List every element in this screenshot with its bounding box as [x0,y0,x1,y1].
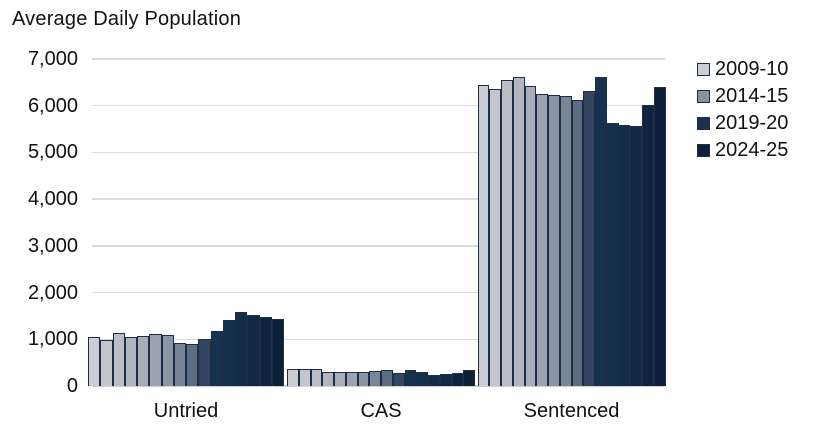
gridline [92,58,665,60]
y-tick-label: 3,000 [27,234,78,257]
bar-sentenced-2009-10 [477,85,490,386]
bar-untried-2022-23 [247,315,260,386]
legend-swatch-icon [697,90,710,103]
legend-item: 2014-15 [697,83,788,110]
y-tick-label: 7,000 [27,48,78,70]
y-tick-label: 0 [66,375,78,397]
bar-sentenced-2019-20 [595,77,607,386]
legend-swatch-icon [697,117,710,130]
bar-untried-2009-10 [88,337,101,386]
bar-untried-2024-25 [271,319,284,386]
bar-untried-2019-20 [210,331,223,386]
bar-untried-2011-12 [112,333,125,386]
bar-cas-2021-22 [428,375,440,386]
gridline [92,198,665,200]
y-tick-label: 2,000 [27,281,78,304]
bar-group-sentenced [477,59,666,386]
bar-cas-2018-19 [392,373,405,386]
legend-swatch-icon [697,63,710,76]
chart-title: Average Daily Population [12,8,242,30]
bar-cas-2014-15 [345,372,358,386]
bar-untried-2021-22 [235,312,248,386]
bar-sentenced-2016-17 [559,96,572,386]
legend-label: 2024-25 [715,139,789,161]
gridline [92,104,665,107]
bar-cas-2015-16 [357,372,370,386]
bar-cas-2019-20 [404,370,417,386]
baseline [92,385,665,388]
bar-cas-2023-24 [451,373,464,386]
bar-untried-2013-14 [137,336,150,386]
legend-item: 2019-20 [697,110,788,137]
bar-untried-2018-19 [198,339,211,386]
legend-item: 2024-25 [697,137,788,164]
bar-sentenced-2010-11 [489,89,501,386]
bar-untried-2016-17 [173,343,186,386]
bar-cas-2013-14 [334,372,346,386]
bar-sentenced-2013-14 [524,86,537,386]
gridline [92,338,665,341]
bar-untried-2010-11 [100,340,113,386]
legend-label: 2009-10 [715,58,789,80]
bar-group-cas [287,59,475,386]
bar-cas-2017-18 [381,370,393,386]
bar-cas-2011-12 [310,369,323,386]
bar-cas-2024-25 [463,370,475,386]
y-tick-label: 1,000 [27,328,78,351]
bar-untried-2014-15 [149,334,162,386]
bar-sentenced-2012-13 [512,77,525,386]
bar-sentenced-2021-22 [618,125,631,386]
legend-item: 2009-10 [697,56,788,83]
x-category-label: CAS [360,400,402,422]
bar-sentenced-2024-25 [653,87,666,386]
bar-sentenced-2017-18 [571,100,584,386]
bar-sentenced-2015-16 [548,95,560,386]
legend: 2009-10 2014-15 2019-20 2024-25 [697,56,788,164]
bar-sentenced-2018-19 [583,91,595,386]
bar-sentenced-2020-21 [606,123,619,386]
plot-area [88,58,666,388]
legend-label: 2014-15 [715,85,789,107]
gridline [92,151,665,154]
bar-cas-2016-17 [369,371,381,386]
bar-sentenced-2011-12 [501,80,513,386]
bar-untried-2023-24 [259,317,272,386]
bar-cas-2020-21 [416,372,428,386]
bar-untried-2015-16 [161,335,174,386]
bar-cas-2010-11 [298,369,311,386]
x-category-label: Untried [153,400,219,422]
x-category-label: Sentenced [523,400,620,422]
bar-untried-2020-21 [222,320,235,386]
y-tick-label: 4,000 [27,188,78,211]
bar-sentenced-2023-24 [642,105,654,386]
bar-untried-2017-18 [186,344,199,386]
bar-sentenced-2014-15 [536,94,548,386]
bar-cas-2012-13 [322,372,334,386]
y-tick-label: 6,000 [27,94,78,117]
legend-label: 2019-20 [715,112,789,134]
bar-group-untried [88,59,284,386]
legend-swatch-icon [697,144,710,157]
bar-cas-2022-23 [439,374,452,386]
y-tick-label: 5,000 [27,141,78,164]
bar-sentenced-2022-23 [630,126,642,386]
bar-cas-2009-10 [287,369,299,386]
gridline [92,291,665,294]
gridline [92,245,665,247]
bar-untried-2012-13 [124,337,137,386]
